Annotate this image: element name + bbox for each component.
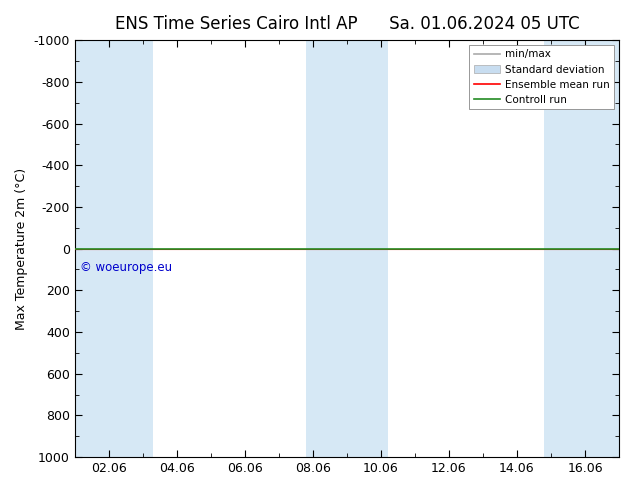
- Bar: [544, 40, 619, 457]
- Y-axis label: Max Temperature 2m (°C): Max Temperature 2m (°C): [15, 168, 28, 330]
- Bar: [306, 40, 347, 457]
- Legend: min/max, Standard deviation, Ensemble mean run, Controll run: min/max, Standard deviation, Ensemble me…: [469, 45, 614, 109]
- Title: ENS Time Series Cairo Intl AP      Sa. 01.06.2024 05 UTC: ENS Time Series Cairo Intl AP Sa. 01.06.…: [115, 15, 579, 33]
- Bar: [109, 40, 153, 457]
- Text: © woeurope.eu: © woeurope.eu: [80, 261, 172, 274]
- Bar: [75, 40, 109, 457]
- Bar: [347, 40, 388, 457]
